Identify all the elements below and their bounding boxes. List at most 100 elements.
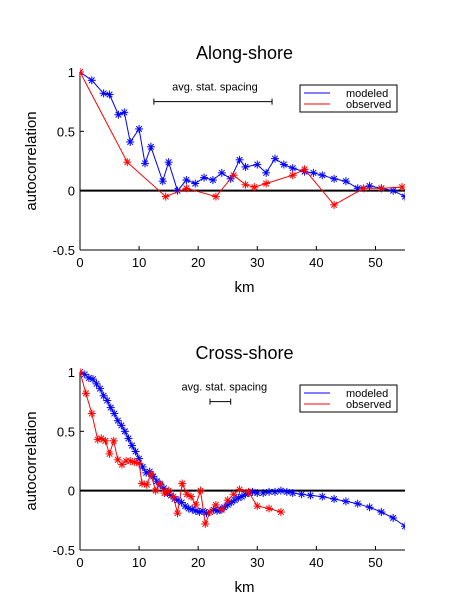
- y-tick-label: 0: [68, 484, 75, 499]
- data-point-observed: [160, 489, 169, 498]
- y-tick-label: 1: [68, 365, 75, 380]
- data-point-modeled: [282, 487, 291, 496]
- data-point-observed: [146, 470, 155, 479]
- data-point-modeled: [120, 427, 129, 436]
- data-point-modeled: [377, 508, 386, 517]
- data-point-modeled: [141, 159, 149, 168]
- x-tick-label: 50: [368, 255, 382, 270]
- data-point-observed: [155, 479, 164, 488]
- legend-label-observed: observed: [346, 399, 391, 411]
- data-point-modeled: [131, 447, 140, 456]
- data-point-modeled: [120, 108, 129, 117]
- data-point-observed: [135, 459, 144, 468]
- data-point-observed: [164, 486, 173, 495]
- data-point-observed: [377, 184, 386, 193]
- data-point-observed: [241, 180, 250, 189]
- y-tick-label: -0.5: [53, 243, 75, 258]
- data-point-observed: [330, 200, 339, 209]
- spacing-label: avg. stat. spacing: [172, 82, 258, 94]
- y-tick-label: 0: [68, 184, 75, 199]
- data-point-modeled: [341, 497, 350, 506]
- data-point-modeled: [389, 513, 398, 522]
- data-point-observed: [206, 508, 214, 517]
- data-point-modeled: [288, 164, 297, 173]
- x-tick-label: 10: [132, 255, 146, 270]
- data-point-modeled: [200, 173, 209, 182]
- data-point-observed: [169, 492, 178, 501]
- data-point-observed: [223, 496, 232, 505]
- legend-label-modeled: modeled: [346, 88, 388, 100]
- data-point-modeled: [330, 174, 339, 183]
- data-point-modeled: [146, 142, 155, 151]
- x-axis-label: km: [235, 279, 255, 296]
- data-point-observed: [178, 479, 187, 488]
- data-point-modeled: [253, 160, 262, 169]
- data-point-modeled: [217, 168, 226, 177]
- y-tick-label: 0.5: [57, 424, 75, 439]
- data-point-modeled: [279, 160, 288, 169]
- data-point-modeled: [164, 158, 173, 167]
- station-spacing-annotation: avg. stat. spacing: [153, 82, 273, 105]
- data-point-observed: [211, 500, 220, 509]
- chart-title: Cross-shore: [195, 343, 293, 363]
- x-tick-label: 30: [250, 555, 264, 570]
- legend-label-observed: observed: [346, 99, 391, 111]
- data-point-modeled: [241, 162, 250, 171]
- data-point-observed: [262, 179, 271, 188]
- y-tick-label: 1: [68, 65, 75, 80]
- data-point-observed: [229, 490, 238, 499]
- data-point-modeled: [117, 421, 126, 430]
- data-point-modeled: [365, 503, 374, 512]
- y-tick-label: -0.5: [53, 543, 75, 558]
- x-tick-label: 10: [132, 555, 146, 570]
- data-point-modeled: [230, 496, 239, 505]
- data-point-observed: [288, 171, 297, 180]
- y-tick-label: 0.5: [57, 124, 75, 139]
- data-point-modeled: [158, 177, 167, 186]
- data-point-observed: [196, 486, 205, 495]
- x-tick-label: 20: [191, 555, 205, 570]
- data-point-modeled: [309, 168, 318, 177]
- x-tick-label: 20: [191, 255, 205, 270]
- data-point-observed: [235, 485, 244, 494]
- legend-box: [299, 84, 398, 113]
- data-point-modeled: [89, 375, 97, 384]
- data-point-modeled: [318, 171, 327, 180]
- data-point-observed: [109, 436, 118, 445]
- data-point-modeled: [99, 89, 108, 98]
- data-point-modeled: [271, 487, 279, 496]
- data-point-observed: [191, 500, 200, 509]
- data-point-modeled: [297, 490, 306, 499]
- data-point-modeled: [124, 434, 133, 443]
- data-point-modeled: [341, 177, 350, 186]
- data-point-observed: [217, 505, 226, 514]
- data-point-observed: [81, 389, 90, 398]
- x-tick-label: 0: [76, 555, 83, 570]
- legend-box: [299, 384, 398, 413]
- data-point-observed: [87, 409, 96, 418]
- data-point-modeled: [105, 90, 114, 99]
- y-axis-label: autocorrelation: [23, 411, 40, 510]
- data-point-observed: [265, 504, 274, 513]
- data-point-observed: [398, 183, 405, 192]
- data-point-observed: [101, 436, 110, 445]
- data-point-observed: [187, 492, 196, 501]
- chart-title: Along-shore: [196, 43, 293, 63]
- data-point-modeled: [235, 155, 244, 164]
- data-point-observed: [276, 508, 285, 517]
- x-tick-label: 40: [309, 555, 323, 570]
- data-point-modeled: [191, 179, 200, 188]
- data-point-observed: [359, 184, 368, 193]
- data-point-modeled: [92, 379, 101, 388]
- data-point-modeled: [330, 494, 339, 503]
- data-point-observed: [97, 434, 106, 443]
- data-point-modeled: [182, 175, 191, 184]
- data-point-observed: [173, 509, 182, 518]
- x-tick-label: 0: [76, 255, 83, 270]
- data-point-observed: [142, 480, 151, 489]
- data-point-modeled: [110, 409, 119, 418]
- spacing-label: avg. stat. spacing: [182, 382, 268, 394]
